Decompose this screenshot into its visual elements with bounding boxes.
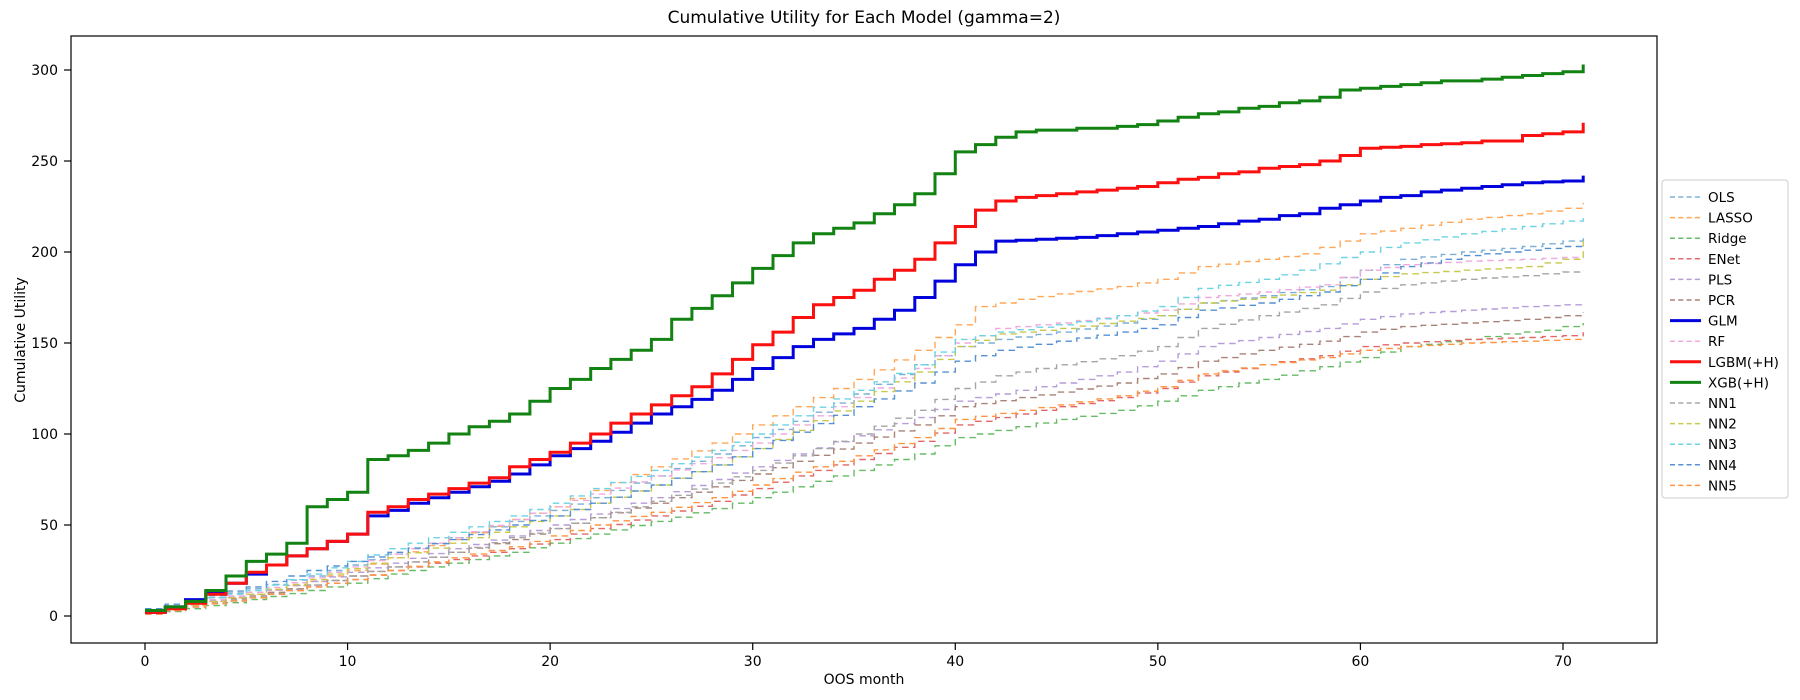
- legend-label-ridge: Ridge: [1708, 231, 1747, 247]
- legend-label-nn2: NN2: [1708, 417, 1737, 433]
- series-line-rf: [145, 255, 1584, 614]
- legend-label-pcr: PCR: [1708, 293, 1735, 309]
- y-tick-label: 0: [49, 609, 58, 625]
- y-axis-ticks: 0 50 100 150 200 250 300: [31, 63, 71, 625]
- legend-label-lgbmh: LGBM(+H): [1708, 355, 1779, 371]
- series-line-enet: [145, 332, 1584, 615]
- legend-label-lasso: LASSO: [1708, 211, 1753, 227]
- legend-label-rf: RF: [1708, 334, 1725, 350]
- series-line-nn3: [145, 215, 1584, 614]
- series-line-pls: [145, 303, 1584, 614]
- legend-label-xgbh: XGB(+H): [1708, 375, 1769, 391]
- series-lines: [145, 64, 1585, 615]
- series-line-xgbh: [145, 64, 1585, 612]
- legend-label-enet: ENet: [1708, 252, 1740, 268]
- series-line-nn2: [145, 241, 1584, 614]
- x-axis-ticks: 0 10 20 30 40 50 60 70: [141, 643, 1572, 670]
- legend-label-glm: GLM: [1708, 314, 1738, 330]
- legend-label-pls: PLS: [1708, 272, 1732, 288]
- series-line-ridge: [145, 323, 1584, 615]
- x-tick-label: 30: [744, 654, 762, 670]
- plot-frame: [70, 35, 1658, 644]
- legend-label-nn4: NN4: [1708, 458, 1737, 474]
- y-axis-label: Cumulative Utility: [13, 277, 29, 403]
- x-tick-label: 0: [141, 654, 150, 670]
- chart-title: Cumulative Utility for Each Model (gamma…: [668, 8, 1061, 28]
- x-tick-label: 10: [339, 654, 357, 670]
- x-tick-label: 20: [541, 654, 559, 670]
- legend-label-nn3: NN3: [1708, 437, 1737, 453]
- series-line-lasso: [145, 202, 1584, 615]
- x-tick-label: 60: [1352, 654, 1370, 670]
- x-tick-label: 70: [1554, 654, 1572, 670]
- series-line-ols: [145, 237, 1584, 612]
- y-tick-label: 100: [31, 427, 58, 443]
- y-tick-label: 150: [31, 336, 58, 352]
- legend: OLS LASSO Ridge ENet PLS PCR GLM RF LGBM(+H) XGB(…: [1661, 179, 1789, 499]
- y-tick-label: 250: [31, 154, 58, 170]
- x-tick-label: 50: [1149, 654, 1167, 670]
- y-tick-label: 200: [31, 245, 58, 261]
- x-tick-label: 40: [946, 654, 964, 670]
- series-line-nn1: [145, 270, 1584, 615]
- y-tick-label: 300: [31, 63, 58, 79]
- x-axis-label: OOS month: [824, 672, 905, 688]
- legend-box: [1661, 179, 1789, 499]
- series-line-lgbmh: [145, 122, 1585, 614]
- legend-label-nn1: NN1: [1708, 396, 1737, 412]
- legend-label-nn5: NN5: [1708, 478, 1737, 494]
- series-line-nn4: [145, 244, 1584, 610]
- y-tick-label: 50: [40, 518, 58, 534]
- legend-label-ols: OLS: [1708, 190, 1735, 206]
